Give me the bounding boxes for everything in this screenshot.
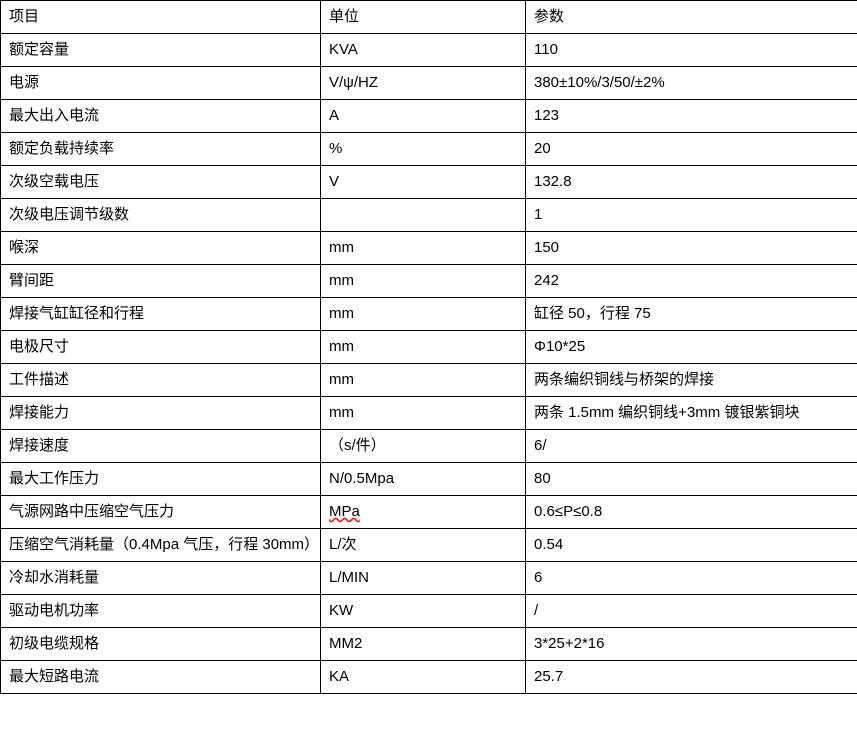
cell-item: 焊接能力 <box>1 397 321 430</box>
table-row: 额定负载持续率%20 <box>1 133 857 166</box>
cell-param: 0.6≤P≤0.8 <box>526 496 857 529</box>
cell-param: 150 <box>526 232 857 265</box>
cell-unit: mm <box>321 298 526 331</box>
cell-param: 110 <box>526 34 857 67</box>
cell-item: 气源网路中压缩空气压力 <box>1 496 321 529</box>
cell-unit: KA <box>321 661 526 694</box>
table-row: 喉深mm150 <box>1 232 857 265</box>
cell-param: 缸径 50，行程 75 <box>526 298 857 331</box>
cell-param: 6/ <box>526 430 857 463</box>
cell-item: 初级电缆规格 <box>1 628 321 661</box>
cell-unit <box>321 199 526 232</box>
cell-param: 132.8 <box>526 166 857 199</box>
cell-item: 电源 <box>1 67 321 100</box>
cell-param: 0.54 <box>526 529 857 562</box>
table-row: 驱动电机功率KW/ <box>1 595 857 628</box>
cell-unit: N/0.5Mpa <box>321 463 526 496</box>
table-row: 焊接能力mm两条 1.5mm 编织铜线+3mm 镀银紫铜块 <box>1 397 857 430</box>
table-row: 焊接气缸缸径和行程mm缸径 50，行程 75 <box>1 298 857 331</box>
cell-unit: V/ψ/HZ <box>321 67 526 100</box>
table-row: 次级电压调节级数 1 <box>1 199 857 232</box>
cell-item: 最大工作压力 <box>1 463 321 496</box>
cell-unit: mm <box>321 397 526 430</box>
cell-item: 额定容量 <box>1 34 321 67</box>
table-row: 初级电缆规格MM23*25+2*16 <box>1 628 857 661</box>
table-row: 工件描述mm两条编织铜线与桥架的焊接 <box>1 364 857 397</box>
cell-param: 25.7 <box>526 661 857 694</box>
cell-param: Φ10*25 <box>526 331 857 364</box>
cell-unit: （s/件） <box>321 430 526 463</box>
table-row: 次级空载电压V132.8 <box>1 166 857 199</box>
table-row: 最大短路电流KA25.7 <box>1 661 857 694</box>
cell-unit: V <box>321 166 526 199</box>
cell-item: 最大短路电流 <box>1 661 321 694</box>
cell-param: 1 <box>526 199 857 232</box>
cell-param: 20 <box>526 133 857 166</box>
cell-unit: KVA <box>321 34 526 67</box>
cell-unit: mm <box>321 331 526 364</box>
table-row: 最大出入电流A123 <box>1 100 857 133</box>
cell-item: 臂间距 <box>1 265 321 298</box>
table-row: 电源V/ψ/HZ380±10%/3/50/±2% <box>1 67 857 100</box>
spec-table: 项目 单位 参数 额定容量KVA110电源V/ψ/HZ380±10%/3/50/… <box>0 0 857 694</box>
table-row: 臂间距mm242 <box>1 265 857 298</box>
table-row: 最大工作压力N/0.5Mpa80 <box>1 463 857 496</box>
cell-item: 驱动电机功率 <box>1 595 321 628</box>
cell-param: 6 <box>526 562 857 595</box>
cell-param: 242 <box>526 265 857 298</box>
cell-param: 3*25+2*16 <box>526 628 857 661</box>
cell-unit: mm <box>321 265 526 298</box>
spec-table-body: 项目 单位 参数 额定容量KVA110电源V/ψ/HZ380±10%/3/50/… <box>1 1 857 694</box>
header-unit: 单位 <box>321 1 526 34</box>
table-row: 额定容量KVA110 <box>1 34 857 67</box>
cell-unit: KW <box>321 595 526 628</box>
cell-param: 两条 1.5mm 编织铜线+3mm 镀银紫铜块 <box>526 397 857 430</box>
table-row: 压缩空气消耗量（0.4Mpa 气压，行程 30mm）L/次0.54 <box>1 529 857 562</box>
cell-item: 电极尺寸 <box>1 331 321 364</box>
cell-item: 工件描述 <box>1 364 321 397</box>
cell-param: 123 <box>526 100 857 133</box>
cell-item: 压缩空气消耗量（0.4Mpa 气压，行程 30mm） <box>1 529 321 562</box>
cell-unit: L/次 <box>321 529 526 562</box>
cell-item: 次级空载电压 <box>1 166 321 199</box>
cell-item: 最大出入电流 <box>1 100 321 133</box>
cell-unit: L/MIN <box>321 562 526 595</box>
table-row: 电极尺寸mmΦ10*25 <box>1 331 857 364</box>
table-row: 焊接速度（s/件）6/ <box>1 430 857 463</box>
cell-unit: mm <box>321 364 526 397</box>
cell-item: 次级电压调节级数 <box>1 199 321 232</box>
cell-param: 80 <box>526 463 857 496</box>
cell-param: / <box>526 595 857 628</box>
header-param: 参数 <box>526 1 857 34</box>
cell-item: 喉深 <box>1 232 321 265</box>
table-row: 冷却水消耗量L/MIN6 <box>1 562 857 595</box>
cell-item: 焊接速度 <box>1 430 321 463</box>
cell-unit: MM2 <box>321 628 526 661</box>
cell-unit: % <box>321 133 526 166</box>
cell-item: 冷却水消耗量 <box>1 562 321 595</box>
cell-unit: A <box>321 100 526 133</box>
cell-unit: MPa <box>321 496 526 529</box>
cell-param: 380±10%/3/50/±2% <box>526 67 857 100</box>
table-header-row: 项目 单位 参数 <box>1 1 857 34</box>
cell-item: 额定负载持续率 <box>1 133 321 166</box>
table-row: 气源网路中压缩空气压力MPa0.6≤P≤0.8 <box>1 496 857 529</box>
cell-unit: mm <box>321 232 526 265</box>
cell-param: 两条编织铜线与桥架的焊接 <box>526 364 857 397</box>
header-item: 项目 <box>1 1 321 34</box>
cell-item: 焊接气缸缸径和行程 <box>1 298 321 331</box>
